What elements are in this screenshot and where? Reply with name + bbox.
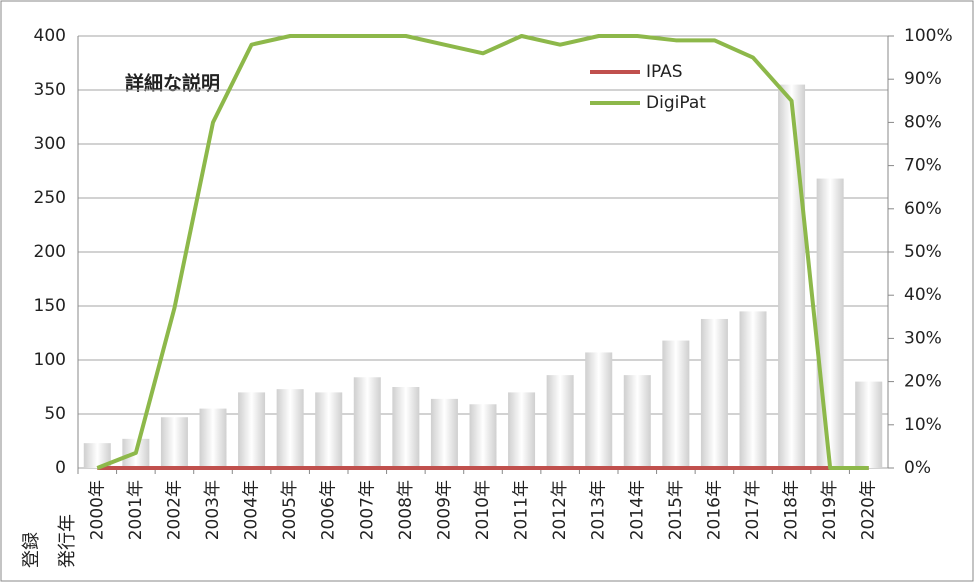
x-tick-label: 2011年 bbox=[512, 480, 532, 540]
bar bbox=[315, 392, 343, 468]
bar bbox=[585, 352, 613, 468]
x-tick-label: 2001年 bbox=[126, 480, 146, 540]
y-tick-label: 100 bbox=[34, 350, 66, 370]
annotation: 詳細な説明 bbox=[125, 72, 220, 95]
y2-tick-label: 100% bbox=[904, 26, 953, 46]
x-tick-label: 2007年 bbox=[357, 480, 377, 540]
y2-tick-label: 80% bbox=[904, 112, 942, 132]
bar bbox=[276, 389, 304, 468]
x-axis-label: 発行年 bbox=[57, 514, 78, 568]
y-tick-label: 250 bbox=[34, 188, 66, 208]
x-tick-label: 2013年 bbox=[589, 480, 609, 540]
x-tick-label: 2004年 bbox=[242, 480, 262, 540]
x-tick-label: 2003年 bbox=[203, 480, 223, 540]
y2-tick-label: 10% bbox=[904, 415, 942, 435]
x-tick-label: 2005年 bbox=[280, 480, 300, 540]
y2-tick-label: 0% bbox=[904, 458, 931, 478]
y-tick-label: 400 bbox=[34, 26, 66, 46]
x-tick-label: 2016年 bbox=[704, 480, 724, 540]
x-tick-label: 2000年 bbox=[87, 480, 107, 540]
x-tick-label: 2019年 bbox=[820, 480, 840, 540]
x-tick-label: 2006年 bbox=[319, 480, 339, 540]
bar bbox=[739, 311, 767, 468]
bar bbox=[662, 340, 690, 468]
legend-label: IPAS bbox=[646, 62, 683, 82]
bar bbox=[700, 318, 728, 468]
x-tick-label: 2015年 bbox=[666, 480, 686, 540]
bar bbox=[160, 417, 188, 468]
x-axis-label: 登録 bbox=[21, 532, 42, 568]
y2-tick-label: 20% bbox=[904, 372, 942, 392]
x-tick-label: 2017年 bbox=[743, 480, 763, 540]
bar bbox=[392, 387, 420, 468]
y-tick-label: 150 bbox=[34, 296, 66, 316]
y2-tick-label: 60% bbox=[904, 199, 942, 219]
bar bbox=[238, 392, 266, 468]
bar bbox=[546, 375, 574, 468]
y2-tick-label: 90% bbox=[904, 69, 942, 89]
x-tick-label: 2009年 bbox=[434, 480, 454, 540]
bar bbox=[778, 84, 806, 468]
x-tick-label: 2012年 bbox=[550, 480, 570, 540]
x-tick-label: 2010年 bbox=[473, 480, 493, 540]
y-tick-label: 0 bbox=[55, 458, 66, 478]
bar bbox=[855, 381, 883, 468]
y2-tick-label: 30% bbox=[904, 328, 942, 348]
bar bbox=[508, 392, 536, 468]
y2-tick-label: 40% bbox=[904, 285, 942, 305]
x-tick-label: 2002年 bbox=[164, 480, 184, 540]
y-tick-label: 300 bbox=[34, 134, 66, 154]
x-tick-label: 2018年 bbox=[782, 480, 802, 540]
x-tick-label: 2008年 bbox=[396, 480, 416, 540]
bar bbox=[199, 408, 227, 468]
bar bbox=[623, 375, 651, 468]
x-tick-label: 2020年 bbox=[859, 480, 879, 540]
legend-label: DigiPat bbox=[646, 93, 706, 113]
bar bbox=[353, 377, 381, 468]
y2-tick-label: 50% bbox=[904, 242, 942, 262]
bar bbox=[816, 178, 844, 468]
y-tick-label: 50 bbox=[44, 404, 66, 424]
line bbox=[96, 34, 869, 470]
bar bbox=[430, 398, 458, 468]
bar bbox=[469, 404, 497, 468]
x-tick-label: 2014年 bbox=[627, 480, 647, 540]
y2-tick-label: 70% bbox=[904, 156, 942, 176]
y-tick-label: 200 bbox=[34, 242, 66, 262]
y-tick-label: 350 bbox=[34, 80, 66, 100]
